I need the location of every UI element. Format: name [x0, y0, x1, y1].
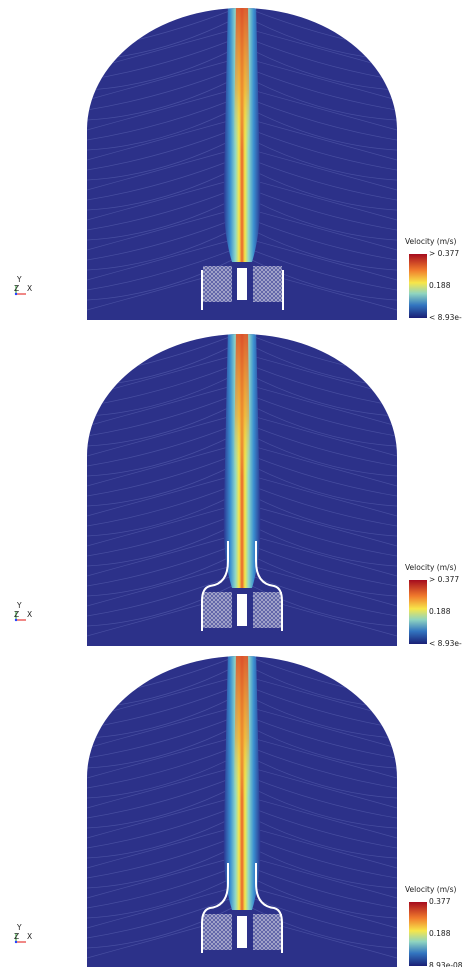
color-bar	[409, 580, 427, 644]
axis-z-label: Z	[14, 932, 19, 941]
legend-mid: 0.188	[429, 281, 451, 290]
panel: Velocity (m/s) > 0.377 0.188 < 8.93e-08 YZX	[14, 0, 462, 322]
mesh-left	[203, 592, 232, 628]
axis-z	[15, 941, 17, 943]
axis-x-label: X	[27, 610, 32, 619]
axis-z	[15, 293, 17, 295]
legend-min: < 8.93e-08	[429, 313, 462, 322]
axis-z-label: Z	[14, 610, 19, 619]
jet-core	[234, 648, 250, 798]
legend-title: Velocity (m/s)	[405, 237, 456, 246]
color-bar	[409, 902, 427, 966]
mesh-right	[253, 592, 282, 628]
legend-title: Velocity (m/s)	[405, 885, 456, 894]
inlet-bar	[237, 916, 247, 948]
axis-z	[15, 619, 17, 621]
axis-x-label: X	[27, 932, 32, 941]
legend-max: 0.377	[429, 897, 451, 906]
legend-max: > 0.377	[429, 249, 459, 258]
inlet-bar	[237, 268, 247, 300]
visualization: Velocity (m/s)> 0.3770.188< 8.93e-08YZXV…	[0, 0, 462, 967]
legend-mid: 0.188	[429, 929, 451, 938]
axis-x-label: X	[27, 284, 32, 293]
axis-z-label: Z	[14, 284, 19, 293]
legend-title: Velocity (m/s)	[405, 563, 456, 572]
color-bar	[409, 254, 427, 318]
mesh-right	[253, 266, 282, 302]
axis-y-label: Y	[16, 275, 22, 284]
jet-core	[234, 0, 250, 150]
mesh-right	[253, 914, 282, 950]
mesh-left	[203, 266, 232, 302]
axis-y-label: Y	[16, 601, 22, 610]
legend-min: < 8.93e-08	[429, 639, 462, 648]
panel: Velocity (m/s) > 0.377 0.188 < 8.93e-08 YZX	[14, 326, 462, 648]
jet-core	[234, 326, 250, 476]
legend-min: 8.93e-08	[429, 961, 462, 967]
mesh-left	[203, 914, 232, 950]
inlet-bar	[237, 594, 247, 626]
legend-mid: 0.188	[429, 607, 451, 616]
axis-y-label: Y	[16, 923, 22, 932]
legend-max: > 0.377	[429, 575, 459, 584]
